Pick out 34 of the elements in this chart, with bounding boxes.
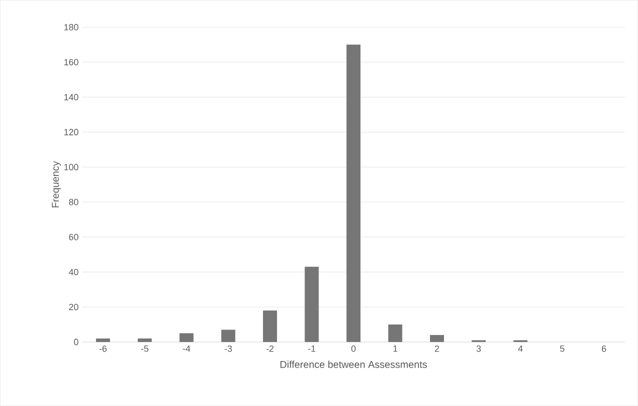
x-tick-label: -5 (141, 345, 148, 352)
y-tick-label: 0 (74, 338, 78, 346)
y-tick-label: 120 (64, 128, 78, 136)
x-tick-label: 4 (518, 345, 523, 352)
y-tick-label: 100 (64, 164, 78, 170)
y-tick-label: 140 (64, 94, 78, 100)
bar (346, 44, 360, 342)
y-axis-title: Frequency (52, 161, 61, 208)
bar (388, 324, 402, 342)
y-tick-label: 60 (69, 234, 78, 240)
bar (430, 334, 444, 342)
x-tick-label: 6 (602, 345, 606, 352)
bar (221, 330, 236, 342)
bar (138, 338, 152, 342)
y-tick-label: 180 (64, 24, 78, 30)
x-tick-label: -6 (99, 345, 107, 352)
x-tick-label: -4 (182, 345, 190, 352)
y-tick-label: 160 (64, 58, 78, 66)
x-tick-label: 0 (351, 345, 356, 352)
x-tick-label: -2 (266, 345, 274, 352)
x-tick-label: 1 (393, 345, 398, 352)
x-tick-label: -1 (308, 345, 316, 352)
bar (304, 266, 319, 342)
x-tick-label: -3 (224, 345, 232, 352)
bar (180, 333, 194, 342)
x-tick-label: 5 (560, 345, 564, 352)
bar (96, 338, 110, 342)
y-tick-label: 80 (69, 198, 78, 206)
bar (263, 310, 277, 342)
y-tick-label: 20 (69, 304, 78, 310)
x-axis-title: Difference between Assessments (280, 360, 427, 368)
x-tick-label: 2 (434, 345, 440, 352)
y-tick-label: 40 (68, 268, 78, 276)
x-tick-label: 3 (476, 345, 481, 352)
